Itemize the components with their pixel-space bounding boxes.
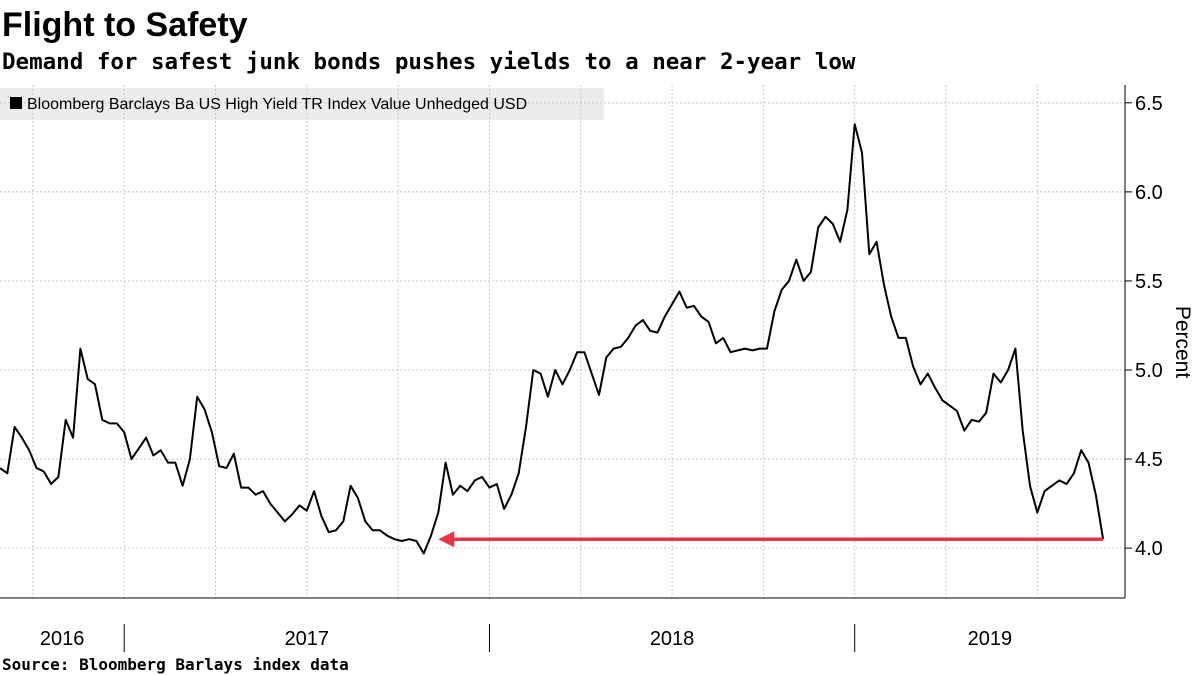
y-tick-label: 6.5 — [1135, 93, 1163, 115]
x-tick-label: 2016 — [40, 628, 85, 650]
x-tick-label: 2019 — [968, 628, 1013, 650]
chart-title: Flight to Safety — [2, 6, 248, 44]
legend-box — [0, 88, 604, 120]
legend-label: Bloomberg Barclays Ba US High Yield TR I… — [27, 96, 527, 113]
source: Source: Bloomberg Barlays index data — [2, 655, 349, 674]
chart-subtitle: Demand for safest junk bonds pushes yiel… — [2, 49, 856, 75]
x-tick-label: 2017 — [285, 628, 330, 650]
y-tick-label: 5.0 — [1135, 360, 1163, 382]
legend-swatch — [10, 97, 22, 109]
x-tick-label: 2018 — [650, 628, 695, 650]
y-axis-label: Percent — [1171, 306, 1194, 379]
arrow-head — [438, 531, 455, 548]
line — [0, 123, 1105, 555]
y-tick-label: 4.5 — [1135, 449, 1163, 471]
y-tick-label: 6.0 — [1135, 182, 1163, 204]
y-tick-label: 5.5 — [1135, 271, 1163, 293]
y-tick-label: 4.0 — [1135, 538, 1163, 560]
